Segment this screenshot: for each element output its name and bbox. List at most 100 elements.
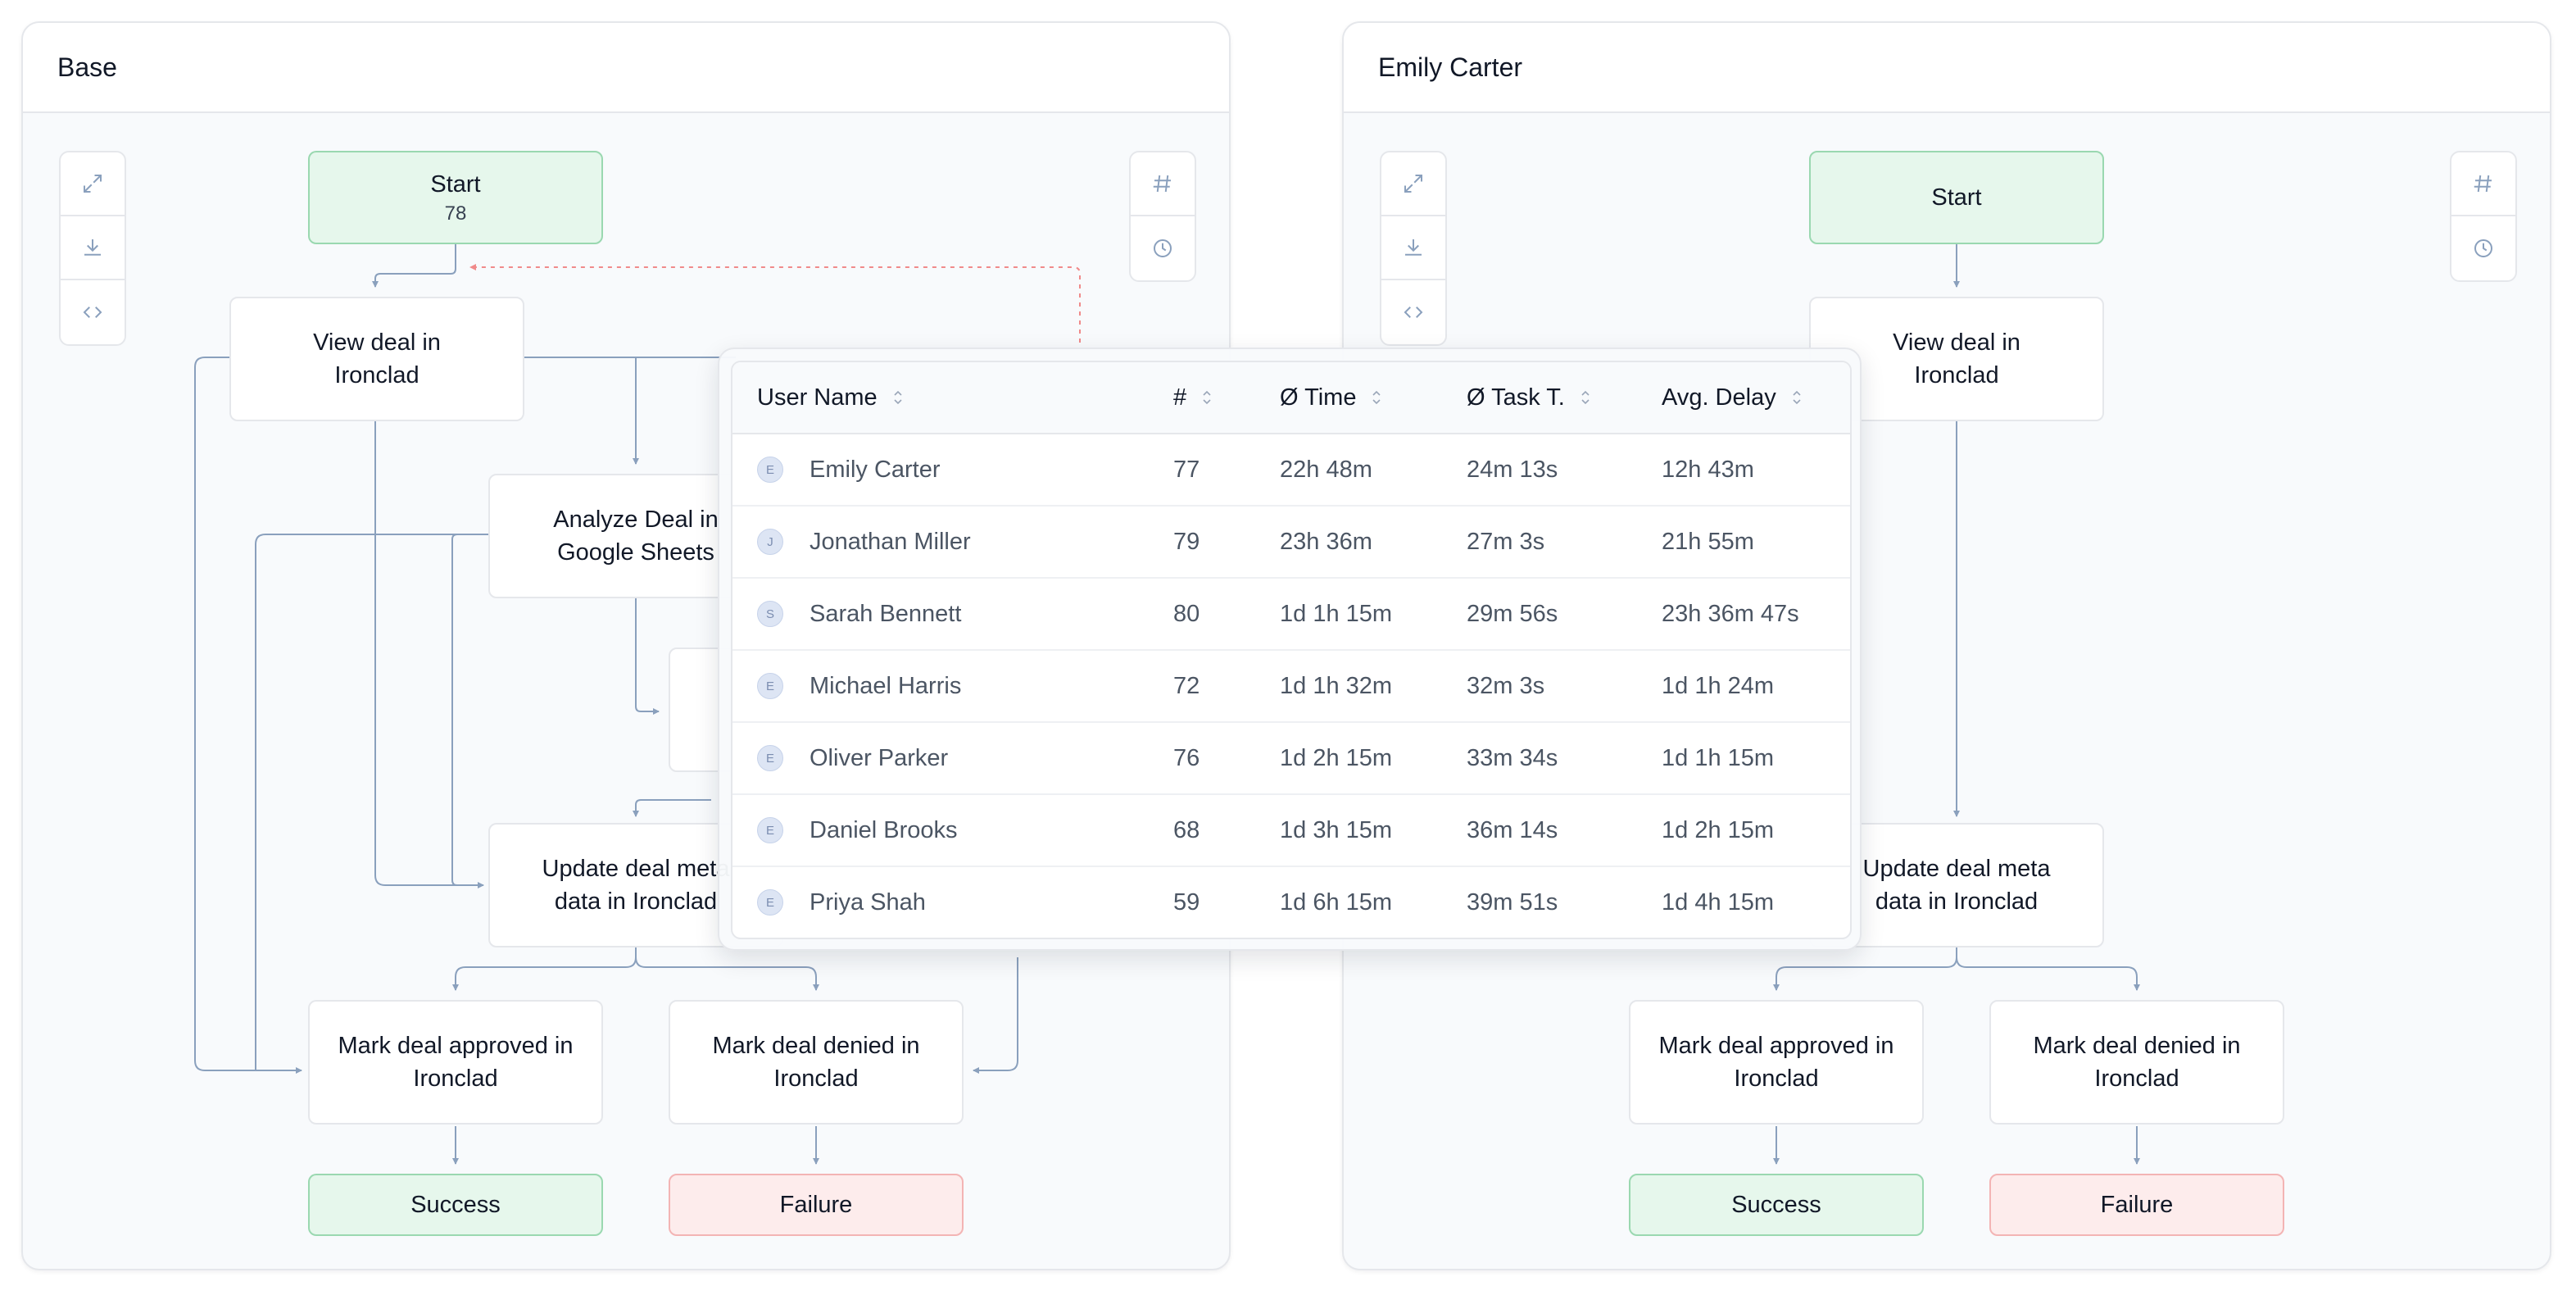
table-row[interactable]: S Sarah Bennett 80 1d 1h 15m 29m 56s 23h … [732, 578, 1850, 651]
table-row[interactable]: E Priya Shah 59 1d 6h 15m 39m 51s 1d 4h 1… [732, 866, 1850, 938]
node-label: Mark deal approved in Ironclad [338, 1033, 574, 1092]
hash-button[interactable] [2451, 152, 2515, 216]
avg-time-cell: 1d 3h 15m [1257, 794, 1444, 867]
node-mark-approved[interactable]: Mark deal approved in Ironclad [1629, 1000, 1924, 1125]
expand-icon [1404, 175, 1422, 193]
count-cell: 79 [1150, 506, 1257, 579]
expand-button[interactable] [61, 152, 125, 216]
avatar: E [757, 457, 783, 483]
avg-task-time-cell: 39m 51s [1467, 888, 1558, 916]
user-name: Jonathan Miller [810, 528, 971, 555]
user-name: Oliver Parker [810, 744, 949, 771]
table-header-row: User Name # Ø Time Ø Task T. Avg. Delay [732, 362, 1850, 434]
user-name: Michael Harris [810, 672, 962, 699]
process-edges [194, 244, 1081, 1165]
avg-task-time-cell: 36m 14s [1444, 794, 1639, 867]
node-label: View deal in Ironclad [313, 329, 441, 388]
download-button[interactable] [1381, 216, 1445, 280]
column-header-avg-time[interactable]: Ø Time [1257, 362, 1444, 434]
node-label: Update deal meta data in Ironclad [1862, 856, 2051, 915]
panel-header: Base [23, 23, 1229, 113]
clock-button[interactable] [1131, 216, 1195, 280]
avg-time-cell: 1d 6h 15m [1280, 888, 1393, 916]
table-row[interactable]: E Emily Carter 77 22h 48m 24m 13s 12h 43m [732, 434, 1850, 507]
user-stats-table-container: User Name # Ø Time Ø Task T. Avg. Delay … [731, 361, 1852, 939]
graph-toolbar-left [59, 151, 126, 346]
column-header-avg-delay[interactable]: Avg. Delay [1639, 362, 1850, 434]
node-label: Mark deal denied in Ironclad [2033, 1033, 2241, 1092]
avatar: E [757, 889, 783, 916]
column-header-user-name[interactable]: User Name [732, 362, 1150, 434]
avg-time-cell: 22h 48m [1257, 434, 1444, 507]
node-start[interactable]: Start 78 [308, 151, 603, 244]
sort-icon [1203, 390, 1211, 405]
table-row[interactable]: J Jonathan Miller 79 23h 36m 27m 3s 21h 5… [732, 506, 1850, 579]
expand-icon [84, 175, 102, 193]
node-label: Failure [779, 1192, 853, 1218]
node-mark-denied[interactable]: Mark deal denied in Ironclad [1989, 1000, 2284, 1125]
node-label: Success [1731, 1192, 1821, 1218]
clock-icon [2474, 239, 2492, 257]
code-icon [83, 307, 102, 318]
count-cell: 72 [1150, 650, 1257, 723]
node-label: Start [430, 171, 481, 198]
node-failure[interactable]: Failure [1989, 1174, 2284, 1236]
code-button[interactable] [1381, 280, 1445, 344]
node-view-deal[interactable]: View deal in Ironclad [229, 297, 524, 421]
user-stats-popup: User Name # Ø Time Ø Task T. Avg. Delay … [718, 348, 1862, 951]
node-start[interactable]: Start [1809, 151, 2104, 244]
code-button[interactable] [61, 280, 125, 344]
node-label: Success [410, 1192, 501, 1218]
avg-delay-cell: 12h 43m [1639, 434, 1850, 507]
download-icon [84, 239, 101, 256]
avg-time-cell: 1d 1h 32m [1257, 650, 1444, 723]
count-cell: 77 [1150, 434, 1257, 507]
download-button[interactable] [61, 216, 125, 280]
node-mark-denied[interactable]: Mark deal denied in Ironclad [669, 1000, 964, 1125]
node-label: Mark deal approved in Ironclad [1658, 1033, 1894, 1092]
count-cell: 68 [1150, 794, 1257, 867]
process-panel-user: Emily Carter [1342, 21, 2551, 1270]
avg-delay-cell: 1d 1h 24m [1639, 650, 1850, 723]
node-count: 78 [444, 202, 467, 225]
avatar: S [757, 601, 783, 627]
count-cell: 80 [1150, 578, 1257, 651]
sort-icon [894, 390, 902, 405]
table-row[interactable]: E Michael Harris 72 1d 1h 32m 32m 3s 1d 1… [732, 650, 1850, 723]
graph-toolbar-right [1129, 151, 1196, 282]
expand-button[interactable] [1381, 152, 1445, 216]
sort-icon [1581, 390, 1590, 405]
sort-icon [1372, 390, 1381, 405]
node-mark-approved[interactable]: Mark deal approved in Ironclad [308, 1000, 603, 1125]
avg-delay-cell: 23h 36m 47s [1639, 578, 1850, 651]
node-success[interactable]: Success [1629, 1174, 1924, 1236]
download-icon [1405, 239, 1422, 256]
graph-toolbar-right [2450, 151, 2517, 282]
user-name: Daniel Brooks [810, 816, 958, 843]
column-header-count[interactable]: # [1150, 362, 1257, 434]
node-label: View deal in Ironclad [1893, 329, 2020, 388]
sort-icon [1793, 390, 1801, 405]
table-row[interactable]: E Daniel Brooks 68 1d 3h 15m 36m 14s 1d 2… [732, 794, 1850, 867]
avatar: J [757, 529, 783, 555]
hash-button[interactable] [1131, 152, 1195, 216]
panel-header: Emily Carter [1344, 23, 2550, 113]
avg-time-cell: 23h 36m [1257, 506, 1444, 579]
user-stats-table: User Name # Ø Time Ø Task T. Avg. Delay … [732, 362, 1850, 938]
clock-button[interactable] [2451, 216, 2515, 280]
hash-icon [2474, 175, 2492, 193]
avg-task-time-cell: 29m 56s [1444, 578, 1639, 651]
table-row[interactable]: E Oliver Parker 76 1d 2h 15m 33m 34s 1d 1… [732, 722, 1850, 795]
avg-task-time-cell: 32m 3s [1444, 650, 1639, 723]
panel-title: Emily Carter [1378, 52, 1523, 82]
user-name: Emily Carter [810, 456, 941, 483]
node-label: Failure [2100, 1192, 2174, 1218]
graph-toolbar-left [1380, 151, 1447, 346]
count-cell: 59 [1173, 888, 1200, 916]
column-header-avg-task-time[interactable]: Ø Task T. [1444, 362, 1639, 434]
avg-task-time-cell: 33m 34s [1444, 722, 1639, 795]
panel-title: Base [57, 52, 117, 82]
code-icon [1404, 307, 1423, 318]
node-failure[interactable]: Failure [669, 1174, 964, 1236]
node-success[interactable]: Success [308, 1174, 603, 1236]
